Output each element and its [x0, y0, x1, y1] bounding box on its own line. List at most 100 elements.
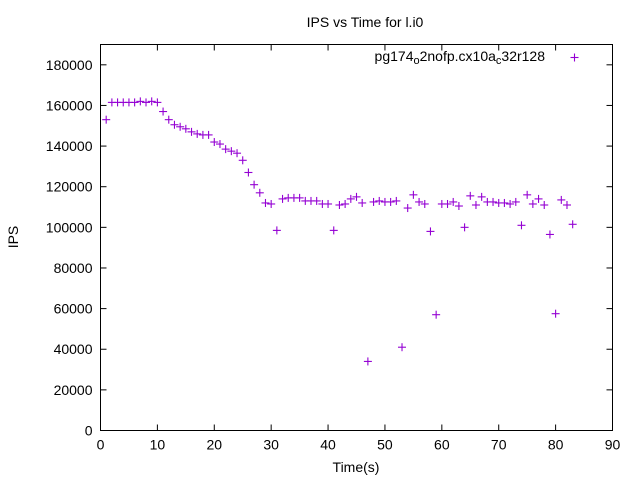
- data-point: [409, 190, 418, 199]
- data-point: [545, 230, 554, 239]
- data-point: [267, 199, 276, 208]
- data-points: [102, 97, 577, 366]
- data-point: [233, 149, 242, 158]
- data-point: [540, 200, 549, 209]
- y-axis-label: IPS: [5, 226, 21, 249]
- x-tick-label: 50: [377, 437, 393, 453]
- data-point: [295, 193, 304, 202]
- y-tick-label: 120000: [46, 179, 93, 195]
- data-point: [420, 199, 429, 208]
- y-tick-label: 140000: [46, 138, 93, 154]
- data-point: [517, 221, 526, 230]
- data-point: [398, 343, 407, 352]
- x-axis-label: Time(s): [333, 459, 380, 475]
- data-point: [551, 309, 560, 318]
- data-point: [238, 156, 247, 165]
- data-point: [528, 199, 537, 208]
- chart-title: IPS vs Time for l.i0: [307, 14, 424, 30]
- y-tick-label: 80000: [54, 260, 93, 276]
- data-point: [278, 194, 287, 203]
- data-point: [250, 180, 259, 189]
- data-point: [136, 97, 145, 106]
- x-tick-label: 0: [97, 437, 105, 453]
- y-tick-label: 160000: [46, 97, 93, 113]
- data-point: [142, 98, 151, 107]
- legend: pg174o2nofp.cx10ac32r128: [375, 48, 579, 67]
- data-point: [153, 98, 162, 107]
- y-tick-label: 0: [85, 423, 93, 439]
- data-point: [477, 192, 486, 201]
- data-point: [244, 168, 253, 177]
- data-point: [147, 97, 156, 106]
- data-point: [489, 197, 498, 206]
- data-point: [176, 122, 185, 131]
- data-point: [369, 197, 378, 206]
- data-point: [210, 138, 219, 147]
- data-point: [415, 197, 424, 206]
- data-point: [562, 200, 571, 209]
- data-point: [523, 190, 532, 199]
- y-tick-label: 40000: [54, 341, 93, 357]
- y-tick-label: 180000: [46, 57, 93, 73]
- x-tick-label: 70: [491, 437, 507, 453]
- data-point: [255, 188, 264, 197]
- data-point: [227, 147, 236, 156]
- y-tick-label: 60000: [54, 301, 93, 317]
- data-point: [432, 310, 441, 319]
- data-point: [557, 195, 566, 204]
- data-point: [506, 199, 515, 208]
- data-point: [102, 115, 111, 124]
- data-point: [534, 194, 543, 203]
- data-point: [204, 130, 213, 139]
- data-point: [312, 196, 321, 205]
- x-axis: 0 10 20 30 40 50 60 70 80 90: [97, 44, 621, 453]
- data-point: [215, 140, 224, 149]
- data-point: [193, 129, 202, 138]
- data-point: [130, 98, 139, 107]
- x-tick-label: 60: [434, 437, 450, 453]
- y-axis: 0 20000 40000 60000 80000 100000 120000 140000 1…: [46, 57, 613, 439]
- data-point: [460, 223, 469, 232]
- data-point: [346, 194, 355, 203]
- data-point: [386, 197, 395, 206]
- data-point: [500, 198, 509, 207]
- legend-label: pg174o2nofp.cx10ac32r128: [375, 48, 546, 67]
- data-point: [511, 197, 520, 206]
- x-tick-label: 90: [605, 437, 621, 453]
- y-tick-label: 100000: [46, 219, 93, 235]
- data-point: [324, 199, 333, 208]
- data-point: [449, 197, 458, 206]
- data-point: [261, 198, 270, 207]
- y-tick-label: 20000: [54, 382, 93, 398]
- data-point: [164, 115, 173, 124]
- x-tick-label: 80: [548, 437, 564, 453]
- data-point: [221, 145, 230, 154]
- data-point: [466, 191, 475, 200]
- data-point: [363, 357, 372, 366]
- x-tick-label: 20: [206, 437, 222, 453]
- data-point: [170, 120, 179, 129]
- data-point: [375, 196, 384, 205]
- data-point: [471, 200, 480, 209]
- x-tick-label: 10: [150, 437, 166, 453]
- data-point: [187, 127, 196, 136]
- data-point: [159, 107, 168, 116]
- data-point: [443, 199, 452, 208]
- data-point: [568, 220, 577, 229]
- data-point: [426, 227, 435, 236]
- data-point: [329, 226, 338, 235]
- x-tick-label: 30: [263, 437, 279, 453]
- data-point: [392, 196, 401, 205]
- data-point: [454, 202, 463, 211]
- data-point: [352, 192, 361, 201]
- data-point: [358, 198, 367, 207]
- data-point: [335, 200, 344, 209]
- x-tick-label: 40: [320, 437, 336, 453]
- data-point: [341, 199, 350, 208]
- data-point: [403, 204, 412, 213]
- plot-frame: [100, 44, 613, 431]
- legend-marker: [570, 53, 579, 62]
- data-point: [272, 226, 281, 235]
